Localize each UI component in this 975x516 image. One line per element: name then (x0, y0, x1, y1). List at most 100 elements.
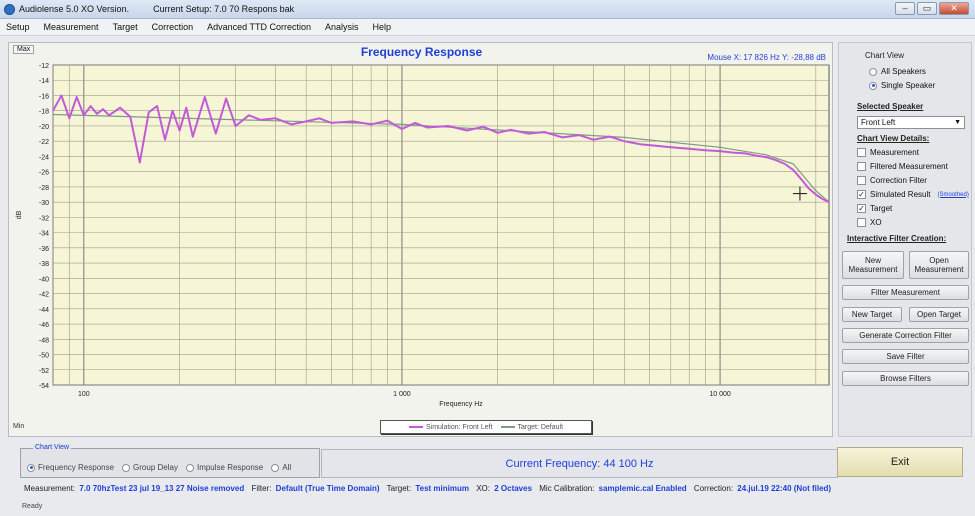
y-tick-label: -40 (39, 276, 49, 283)
legend-target[interactable]: Target: Default (500, 423, 564, 431)
chart-view-heading: Chart View (865, 51, 904, 60)
status-target-value: Test minimum (415, 484, 469, 493)
mouse-readout: Mouse X: 17 826 Hz Y: -28,88 dB (707, 53, 826, 62)
checkbox-icon[interactable] (857, 218, 866, 227)
checkbox-checked-icon[interactable]: ✓ (857, 204, 866, 213)
filtered-measurement-checkbox[interactable]: Filtered Measurement (857, 162, 948, 171)
close-icon[interactable]: ✕ (939, 2, 969, 15)
menu-correction[interactable]: Correction (151, 22, 194, 32)
open-target-button[interactable]: Open Target (909, 307, 969, 322)
chart-view-group: Chart View Frequency Response Group Dela… (20, 444, 320, 478)
xo-checkbox[interactable]: XO (857, 218, 882, 227)
single-speaker-label: Single Speaker (881, 81, 936, 90)
menu-measurement[interactable]: Measurement (43, 22, 99, 32)
y-tick-label: -34 (39, 231, 49, 238)
checkbox-icon[interactable] (857, 176, 866, 185)
filter-measurement-button[interactable]: Filter Measurement (842, 285, 969, 300)
y-tick-label: -14 (39, 78, 49, 85)
chart-title: Frequency Response (360, 45, 483, 59)
checkbox-icon[interactable] (857, 162, 866, 171)
legend-simulation-label: Simulation: Front Left (425, 423, 493, 431)
view-impulse-response[interactable]: Impulse Response (185, 463, 263, 472)
current-setup-label: Current Setup: 7.0 70 Respons bak (153, 4, 295, 14)
selected-speaker-heading: Selected Speaker (857, 102, 924, 111)
new-measurement-button[interactable]: New Measurement (842, 251, 904, 279)
filtered-measurement-checkbox-label: Filtered Measurement (870, 162, 948, 171)
y-tick-label: -42 (39, 292, 49, 299)
y-tick-label: -26 (39, 170, 49, 177)
view-frequency-response[interactable]: Frequency Response (27, 463, 114, 472)
y-tick-label: -18 (39, 109, 49, 116)
legend-simulation-swatch (408, 426, 423, 428)
view-frequency-response-label: Frequency Response (38, 463, 115, 472)
status-filter-value: Default (True Time Domain) (275, 484, 380, 493)
menu-setup[interactable]: Setup (6, 22, 30, 32)
simulated-result-checkbox[interactable]: ✓ Simulated Result (Smoothed) (857, 190, 969, 199)
x-tick-label: 10 000 (709, 391, 731, 398)
status-correction-label: Correction: (693, 484, 734, 493)
checkbox-icon[interactable] (857, 148, 866, 157)
maximize-icon[interactable]: ▭ (917, 2, 937, 15)
menu-bar: Setup Measurement Target Correction Adva… (0, 19, 975, 36)
chart-legend[interactable]: Simulation: Front Left Target: Default (380, 420, 592, 434)
speaker-select-value: Front Left (861, 118, 896, 127)
chevron-down-icon[interactable]: ▼ (954, 119, 961, 126)
correction-filter-checkbox[interactable]: Correction Filter (857, 176, 927, 185)
save-filter-button[interactable]: Save Filter (842, 349, 969, 364)
chart-view-details-heading: Chart View Details: (857, 134, 930, 143)
status-xo-label: XO: (476, 484, 490, 493)
chart-view-sidebar: Chart View All Speakers Single Speaker S… (838, 42, 972, 437)
single-speaker-radio[interactable]: Single Speaker (869, 81, 935, 90)
radio-icon[interactable] (122, 463, 131, 472)
view-group-delay[interactable]: Group Delay (122, 463, 178, 472)
status-xo-value: 2 Octaves (494, 484, 533, 493)
status-mic-value: samplemic.cal Enabled (598, 484, 687, 493)
y-tick-label: -32 (39, 215, 49, 222)
radio-selected-icon[interactable] (27, 463, 35, 472)
view-all[interactable]: All (271, 463, 291, 472)
radio-icon[interactable] (185, 463, 194, 472)
speaker-select[interactable]: Front Left ▼ (857, 116, 965, 129)
open-measurement-button[interactable]: Open Measurement (909, 251, 969, 279)
menu-help[interactable]: Help (372, 22, 392, 32)
radio-icon[interactable] (869, 67, 877, 76)
ready-status: Ready (22, 503, 43, 510)
app-logo-icon (4, 3, 15, 15)
target-checkbox[interactable]: ✓ Target (857, 204, 892, 213)
current-frequency-display: Current Frequency: 44 100 Hz (321, 449, 838, 478)
menu-target[interactable]: Target (112, 22, 138, 32)
correction-filter-checkbox-label: Correction Filter (870, 176, 927, 185)
y-tick-label: -22 (39, 139, 49, 146)
status-mic-label: Mic Calibration: (539, 484, 595, 493)
checkbox-checked-icon[interactable]: ✓ (857, 190, 866, 199)
frequency-response-chart[interactable]: -12 -14 -16 -18 -20 -22 -24 -26 -28 -30 -32 -34 -36 -… (9, 43, 834, 438)
radio-selected-icon[interactable] (869, 81, 877, 90)
measurement-checkbox[interactable]: Measurement (857, 148, 919, 157)
minimize-icon[interactable]: – (895, 2, 915, 15)
smoothed-link[interactable]: (Smoothed) (937, 191, 969, 198)
legend-simulation[interactable]: Simulation: Front Left (408, 423, 493, 431)
exit-button[interactable]: Exit (837, 447, 963, 477)
title-bar: Audiolense 5.0 XO Version. Current Setup… (0, 0, 975, 19)
menu-advanced-ttd-correction[interactable]: Advanced TTD Correction (207, 22, 311, 32)
y-tick-label: -30 (39, 200, 49, 207)
radio-icon[interactable] (271, 463, 280, 472)
y-tick-label: -46 (39, 322, 49, 329)
browse-filters-button[interactable]: Browse Filters (842, 371, 969, 386)
y-axis-label: dB (16, 210, 23, 219)
max-button[interactable]: Max (13, 45, 35, 54)
chart-panel[interactable]: -12 -14 -16 -18 -20 -22 -24 -26 -28 -30 -32 -34 -36 -… (8, 42, 833, 437)
y-tick-label: -28 (39, 185, 49, 192)
y-tick-label: -24 (39, 154, 49, 161)
new-target-button[interactable]: New Target (842, 307, 902, 322)
window-title: Audiolense 5.0 XO Version. (19, 4, 130, 14)
y-tick-label: -52 (39, 368, 49, 375)
menu-analysis[interactable]: Analysis (324, 22, 359, 32)
legend-target-label: Target: Default (517, 423, 564, 431)
generate-correction-filter-button[interactable]: Generate Correction Filter (842, 328, 969, 343)
view-all-label: All (282, 463, 292, 472)
y-tick-label: -44 (39, 307, 49, 314)
min-label: Min (13, 423, 25, 430)
all-speakers-radio[interactable]: All Speakers (869, 67, 926, 76)
status-filter-label: Filter: (251, 484, 272, 493)
